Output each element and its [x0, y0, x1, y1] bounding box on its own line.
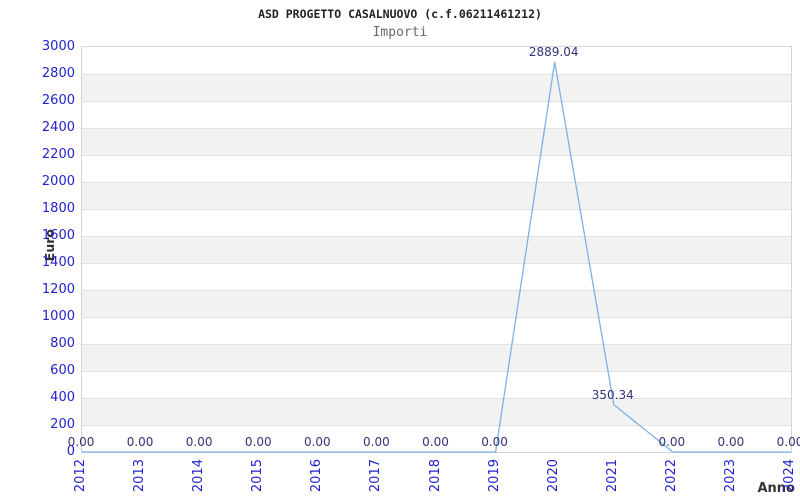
point-value-label: 0.00	[717, 435, 745, 449]
x-tick-label: 2018	[427, 459, 443, 493]
x-tick-label: 2017	[368, 459, 384, 493]
x-tick-label: 2023	[722, 459, 738, 493]
x-tick-label: 2019	[486, 459, 502, 493]
x-tick-label: 2014	[191, 459, 207, 493]
plot-band	[82, 398, 791, 425]
plot-band	[82, 74, 791, 101]
x-tick-label: 2022	[663, 459, 679, 493]
y-tick-label: 400	[50, 390, 75, 405]
point-value-label: 0.00	[185, 435, 213, 449]
point-value-label: 0.00	[363, 435, 390, 449]
gridline	[82, 235, 791, 237]
point-value-label: 0.00	[303, 435, 331, 449]
x-tick-label: 2016	[309, 459, 325, 493]
x-tick-label: 2024	[782, 459, 797, 493]
x-tick-label: 2021	[604, 459, 620, 493]
point-value-label: 0.00	[481, 435, 508, 449]
x-tick-label: 2013	[132, 459, 148, 493]
point-value-label: 0.00	[776, 435, 800, 449]
y-tick-label: 0	[66, 444, 75, 459]
point-value-label: 350.34	[591, 387, 634, 402]
gridline	[82, 397, 791, 399]
gridline	[82, 343, 791, 345]
y-tick-label: 1800	[41, 201, 75, 216]
y-tick-label: 2200	[41, 147, 75, 162]
gridline	[82, 154, 791, 156]
plot-band	[82, 182, 791, 209]
y-tick-label: 1000	[41, 309, 75, 324]
point-value-label: 0.00	[126, 435, 154, 449]
point-value-label: 0.00	[67, 435, 95, 449]
point-value-label: 0.00	[244, 435, 272, 449]
y-tick-label: 800	[50, 336, 75, 351]
y-tick-label: 2400	[41, 120, 75, 135]
gridline	[82, 316, 791, 318]
x-axis-title: Anno	[757, 481, 795, 496]
gridline	[82, 73, 791, 75]
point-value-label: 0.00	[658, 435, 686, 449]
y-tick-label: 200	[50, 417, 75, 432]
gridline	[82, 370, 791, 372]
gridline	[82, 100, 791, 102]
point-value-label: 2889.04	[528, 44, 579, 59]
gridline	[82, 127, 791, 129]
y-tick-label: 2000	[41, 174, 75, 189]
plot-band	[82, 128, 791, 155]
x-tick-label: 2015	[250, 459, 266, 493]
y-tick-label: 1200	[41, 282, 75, 297]
data-line-svg	[82, 61, 791, 453]
point-value-label: 0.00	[422, 435, 449, 449]
x-tick-label: 2012	[73, 459, 88, 493]
chart-subtitle: Importi	[372, 25, 428, 40]
y-tick-label: 600	[50, 363, 75, 378]
plot-band	[82, 236, 791, 263]
y-tick-label: 2800	[41, 66, 75, 81]
gridline	[82, 289, 791, 291]
gridline	[82, 424, 791, 426]
gridline	[82, 181, 791, 183]
importi-line-series	[82, 61, 791, 453]
plot-band	[82, 344, 791, 371]
gridline	[82, 208, 791, 210]
y-tick-label: 3000	[41, 39, 75, 54]
plot-band	[82, 290, 791, 317]
y-tick-label: 1600	[41, 228, 75, 243]
x-tick-label: 2020	[545, 459, 561, 493]
y-tick-label: 1400	[41, 255, 75, 270]
gridline	[82, 262, 791, 264]
chart-title: ASD PROGETTO CASALNUOVO (c.f.06211461212…	[258, 7, 542, 21]
plot-area	[81, 46, 792, 453]
y-tick-label: 2600	[41, 93, 75, 108]
